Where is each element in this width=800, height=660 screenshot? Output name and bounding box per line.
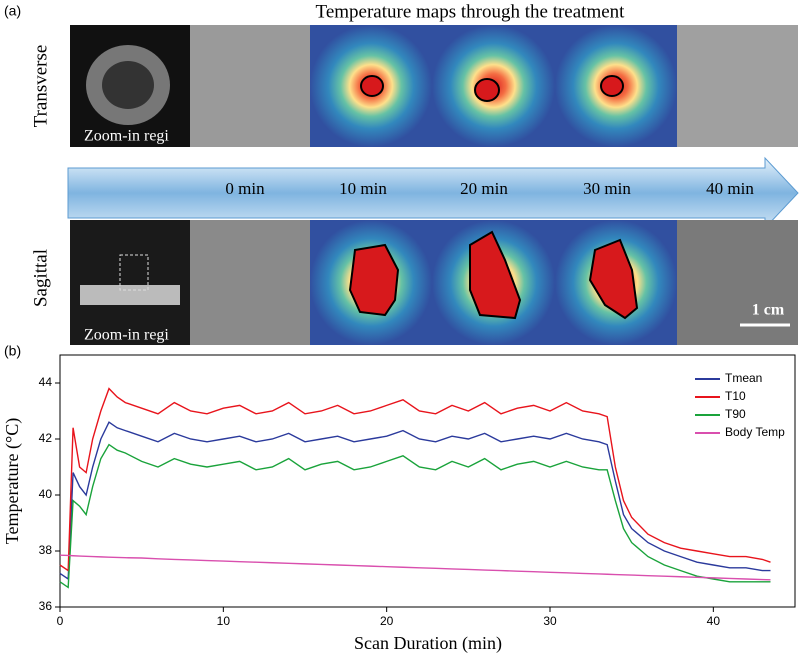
- time-label: 30 min: [583, 179, 631, 198]
- legend-label: Tmean: [725, 371, 762, 385]
- hot-region: [469, 230, 522, 320]
- anatomy: [102, 61, 154, 109]
- panel-b: (b) Scan Duration (min) Temperature (°C)…: [2, 343, 796, 654]
- x-tick-label: 40: [707, 614, 721, 628]
- y-tick-label: 42: [39, 431, 53, 445]
- x-tick-label: 30: [543, 614, 557, 628]
- hot-region: [348, 243, 400, 317]
- y-tick-label: 44: [39, 375, 53, 389]
- anatomy: [80, 285, 180, 305]
- mri-image: [70, 220, 190, 345]
- x-tick-label: 20: [380, 614, 394, 628]
- row-label: Sagittal: [30, 249, 51, 307]
- series-line: [59, 554, 771, 581]
- time-label: 10 min: [339, 179, 387, 198]
- hot-region: [600, 75, 624, 97]
- x-tick-label: 0: [57, 614, 64, 628]
- legend-label: Body Temp: [725, 425, 785, 439]
- x-axis-label: Scan Duration (min): [354, 633, 502, 654]
- y-tick-label: 36: [39, 599, 53, 613]
- series-line: [59, 443, 771, 589]
- panel-title: Temperature maps through the treatment: [316, 1, 626, 22]
- time-label: 0 min: [225, 179, 265, 198]
- time-label: 20 min: [460, 179, 508, 198]
- series-line: [59, 421, 771, 581]
- plot-frame: [59, 354, 796, 608]
- scale-label: 1 cm: [752, 302, 785, 319]
- series-line: [59, 387, 771, 572]
- zoom-box: [119, 254, 149, 291]
- legend-label: T90: [725, 407, 746, 421]
- row-label: Transverse: [30, 45, 51, 128]
- panel-label: (a): [4, 3, 21, 19]
- temp-map: [677, 25, 798, 147]
- temp-map: [190, 220, 310, 345]
- y-axis-label: Temperature (°C): [2, 418, 23, 544]
- zoom-label: Zoom-in regi: [84, 327, 169, 344]
- panel-a: (a) Temperature maps through the treatme…: [4, 1, 799, 345]
- y-tick-label: 38: [39, 543, 53, 557]
- y-tick-label: 40: [39, 487, 53, 501]
- hot-region: [474, 78, 500, 102]
- x-tick-label: 10: [217, 614, 231, 628]
- hot-region: [360, 75, 384, 97]
- temp-map: [190, 25, 310, 147]
- time-label: 40 min: [706, 179, 754, 198]
- hot-region: [588, 238, 639, 320]
- zoom-label: Zoom-in regi: [84, 128, 169, 145]
- time-arrow: [67, 156, 799, 230]
- legend-label: T10: [725, 389, 746, 403]
- panel-label: (b): [4, 343, 21, 359]
